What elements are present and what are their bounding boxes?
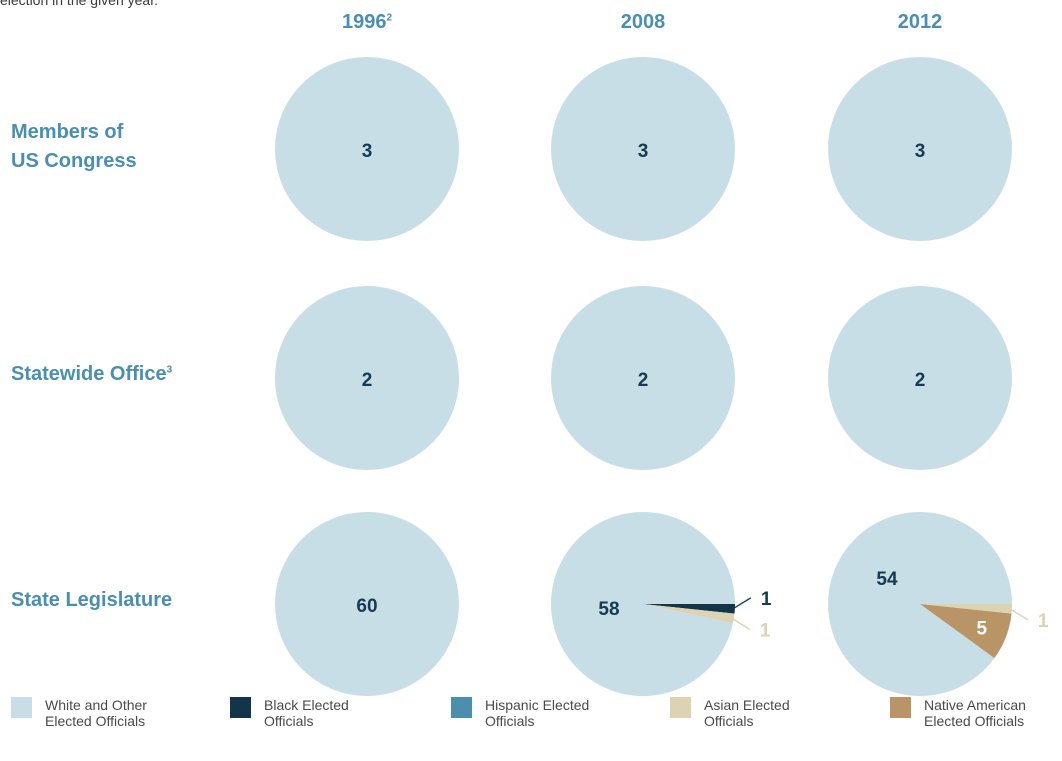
legend-label: Hispanic Elected Officials — [485, 697, 590, 729]
pie-slice-white-other — [551, 57, 735, 241]
data-label-white-other: 2 — [915, 370, 926, 391]
data-label-white-other: 3 — [915, 141, 926, 162]
legend-swatch — [230, 697, 251, 718]
leader-line-asian — [1009, 608, 1029, 621]
legend-label: White and Other Elected Officials — [45, 697, 147, 729]
pie-slice-white-other — [275, 57, 459, 241]
legend-item-hispanic: Hispanic Elected Officials — [451, 697, 625, 729]
pie-slice-asian — [920, 604, 1012, 614]
legend-swatch — [890, 697, 911, 718]
legend-swatch — [670, 697, 691, 718]
legend-label: Asian Elected Officials — [704, 697, 790, 729]
row-header-us-congress: Members of US Congress — [11, 118, 137, 176]
data-label-asian: 1 — [1038, 611, 1049, 632]
legend-item-black: Black Elected Officials — [230, 697, 404, 729]
pie-state-legislature-2008: 58 1 1 — [551, 511, 772, 696]
data-label-white-other: 58 — [598, 599, 619, 620]
pie-state-legislature-1996: 60 — [275, 512, 459, 696]
row-header-footnote: 3 — [166, 364, 173, 376]
legend-item-asian: Asian Elected Officials — [670, 697, 844, 729]
data-label-white-other: 60 — [356, 596, 377, 617]
data-label-white-other: 2 — [638, 370, 649, 391]
legend-swatch — [11, 697, 32, 718]
row-header-line: State Legislature — [11, 589, 173, 611]
legend-item-native-american: Native American Elected Officials — [890, 697, 1062, 729]
pie-slice-white-other — [828, 286, 1012, 470]
legend-swatch — [451, 697, 472, 718]
data-label-white-other: 3 — [638, 141, 649, 162]
data-label-white-other: 2 — [362, 370, 373, 391]
row-header-statewide-office: Statewide Office3 — [11, 360, 172, 389]
pie-slice-white-other — [275, 512, 459, 696]
data-label-black: 1 — [761, 589, 772, 610]
legend-item-white-other: White and Other Elected Officials — [11, 697, 185, 729]
pie-state-legislature-2012: 54 1 5 — [828, 512, 1049, 696]
column-header-label: 2012 — [897, 11, 943, 33]
legend-label: Black Elected Officials — [264, 697, 349, 729]
row-header-line: Members of — [11, 121, 124, 143]
pie-members-of-us-congress-2012: 3 — [828, 57, 1012, 241]
pie-slice-white-other — [828, 57, 1012, 241]
pie-slice-white-other — [275, 286, 459, 470]
leader-line-asian — [731, 617, 751, 630]
row-header-line: Statewide Office — [11, 363, 167, 385]
column-header-footnote: 2 — [386, 12, 393, 24]
pie-slice-native-american — [920, 604, 1012, 659]
data-label-white-other: 54 — [876, 569, 898, 590]
column-header-label: 2008 — [620, 11, 666, 33]
column-header-label: 1996 — [341, 11, 387, 33]
leader-line-black — [732, 597, 752, 610]
column-header-2008: 2008 — [543, 11, 743, 34]
row-header-state-legislature: State Legislature — [11, 586, 172, 615]
pie-slice-white-other — [551, 511, 735, 696]
column-header-1996: 19962 — [267, 11, 467, 34]
row-header-line: US Congress — [11, 150, 137, 172]
pie-members-of-us-congress-2008: 3 — [551, 57, 735, 241]
column-header-2012: 2012 — [820, 11, 1020, 34]
intro-text: election in the given year. — [0, 0, 158, 8]
pie-statewide-office-2012: 2 — [828, 286, 1012, 470]
pie-statewide-office-1996: 2 — [275, 286, 459, 470]
data-label-asian: 1 — [760, 620, 771, 641]
pie-slice-black — [643, 604, 735, 614]
legend-label: Native American Elected Officials — [924, 697, 1026, 729]
data-label-white-other: 3 — [362, 141, 373, 162]
pie-slice-asian — [643, 604, 735, 624]
pie-slice-white-other — [551, 286, 735, 470]
data-label-native-american: 5 — [977, 619, 988, 640]
pie-members-of-us-congress-1996: 3 — [275, 57, 459, 241]
pie-statewide-office-2008: 2 — [551, 286, 735, 470]
